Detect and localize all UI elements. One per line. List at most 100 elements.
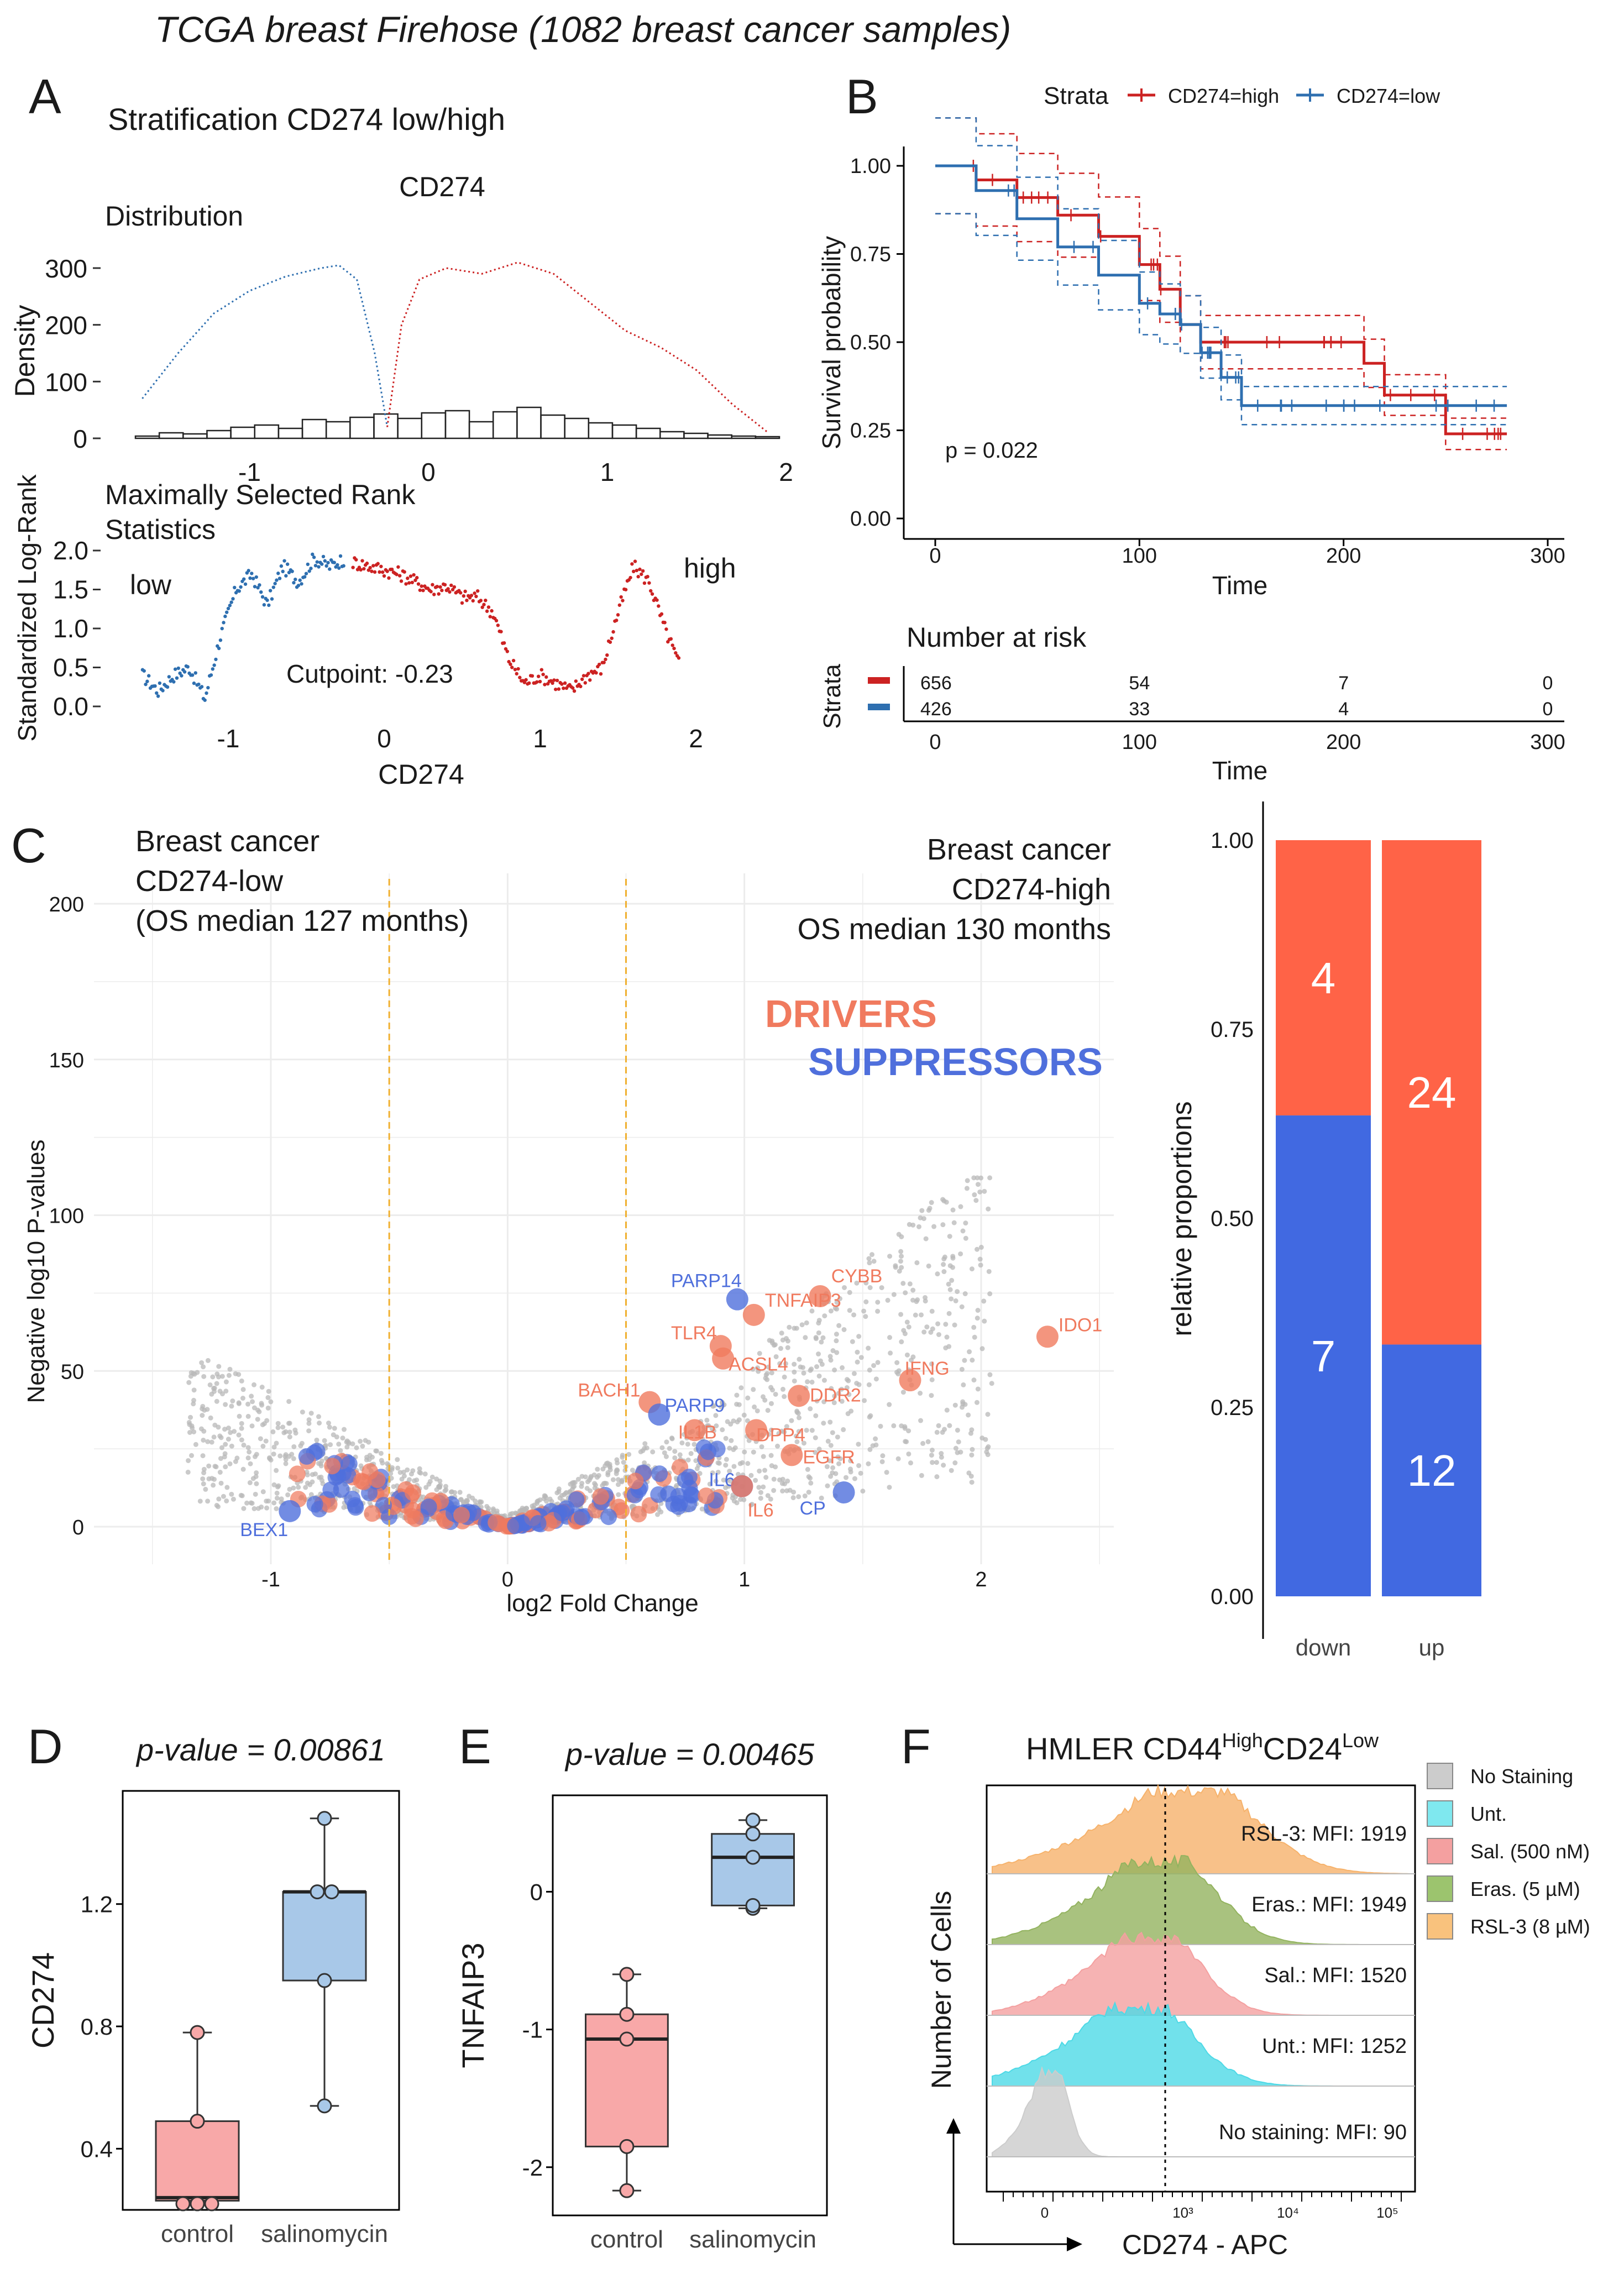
logrank-point-low bbox=[237, 589, 241, 593]
volcano-gray-point bbox=[669, 1435, 674, 1441]
volcano-gray-point bbox=[898, 1312, 904, 1317]
volcano-gray-point bbox=[306, 1421, 312, 1426]
volcano-labeled-point bbox=[731, 1475, 753, 1497]
volcano-gray-point bbox=[753, 1477, 758, 1483]
volcano-gray-point bbox=[423, 1485, 429, 1490]
logrank-point-low bbox=[321, 554, 326, 559]
volcano-gray-point bbox=[615, 1460, 620, 1466]
volcano-gray-point bbox=[209, 1439, 214, 1445]
logrank-point-high bbox=[657, 604, 661, 608]
volcano-gray-point bbox=[941, 1262, 946, 1267]
volcano-gray-point bbox=[537, 1497, 543, 1502]
logrank-point-high bbox=[608, 640, 612, 644]
flow-title-superscript: Low bbox=[1342, 1729, 1379, 1752]
volcano-gray-point bbox=[693, 1458, 699, 1464]
volcano-gray-point bbox=[226, 1437, 231, 1442]
volcano-gray-point bbox=[982, 1318, 987, 1324]
logrank-point-low bbox=[304, 572, 308, 575]
box-panel-frame bbox=[122, 1790, 400, 2211]
volcano-gray-point bbox=[201, 1374, 207, 1379]
box-category: salinomycin bbox=[261, 2220, 388, 2247]
logrank-point-high bbox=[446, 587, 450, 591]
logrank-point-high bbox=[555, 678, 559, 683]
volcano-labeled-point bbox=[279, 1500, 301, 1522]
volcano-gray-point bbox=[887, 1335, 893, 1340]
volcano-gray-point bbox=[899, 1254, 904, 1259]
logrank-point-low bbox=[282, 559, 286, 563]
volcano-gray-point bbox=[211, 1434, 217, 1440]
volcano-gray-point bbox=[187, 1429, 192, 1435]
km-xlabel: Time bbox=[1212, 571, 1268, 600]
logrank-point-high bbox=[571, 686, 575, 690]
volcano-gray-point bbox=[360, 1443, 365, 1449]
volcano-gray-point bbox=[707, 1481, 713, 1487]
logrank-point-high bbox=[552, 678, 556, 682]
logrank-point-low bbox=[300, 582, 303, 586]
volcano-gray-point bbox=[985, 1412, 991, 1417]
volcano-gray-point bbox=[736, 1417, 742, 1423]
logrank-point-high bbox=[351, 565, 355, 569]
box-point bbox=[175, 2196, 191, 2212]
volcano-gray-point bbox=[227, 1366, 233, 1372]
volcano-gray-point bbox=[303, 1485, 308, 1490]
distribution-label: Distribution bbox=[105, 201, 243, 232]
volcano-gray-point bbox=[816, 1351, 821, 1357]
bar-ytick: 0.50 bbox=[1211, 1207, 1254, 1231]
volcano-gray-point bbox=[936, 1332, 941, 1337]
volcano-gray-point bbox=[782, 1429, 787, 1435]
logrank-point-high bbox=[524, 678, 528, 682]
volcano-gray-point bbox=[768, 1453, 774, 1458]
volcano-gray-point bbox=[885, 1297, 890, 1303]
volcano-gray-point bbox=[254, 1481, 259, 1486]
logrank-point-low bbox=[226, 606, 230, 611]
volcano-gray-point bbox=[830, 1470, 835, 1476]
volcano-gray-point bbox=[277, 1453, 283, 1459]
logrank-point-high bbox=[617, 603, 622, 607]
volcano-gray-point bbox=[672, 1449, 678, 1454]
logrank-point-high bbox=[408, 574, 413, 578]
volcano-gray-point bbox=[219, 1445, 224, 1450]
logrank-point-high bbox=[642, 581, 647, 585]
volcano-gray-point bbox=[975, 1308, 981, 1313]
km-ytick: 0.25 bbox=[850, 420, 891, 443]
volcano-gray-point bbox=[274, 1495, 280, 1501]
logrank-point-low bbox=[298, 578, 302, 582]
logrank-point-high bbox=[616, 613, 620, 617]
volcano-gray-point bbox=[813, 1336, 819, 1342]
volcano-gray-point bbox=[240, 1387, 246, 1392]
volcano-gray-point bbox=[867, 1285, 873, 1290]
volcano-gray-point bbox=[557, 1495, 563, 1501]
volcano-gray-point bbox=[825, 1483, 830, 1489]
volcano-gray-point bbox=[236, 1432, 242, 1438]
logrank-point-high bbox=[551, 681, 554, 685]
logrank-point-low bbox=[192, 681, 196, 685]
logrank-point-high bbox=[486, 605, 491, 609]
volcano-gray-point bbox=[966, 1412, 971, 1418]
risk-high-value: 7 bbox=[1338, 673, 1349, 694]
gene-label: ACSL4 bbox=[729, 1354, 788, 1375]
volcano-gray-point bbox=[975, 1182, 981, 1187]
volcano-gray-point bbox=[253, 1491, 258, 1497]
volcano-gray-point bbox=[247, 1449, 252, 1455]
logrank-point-low bbox=[315, 560, 319, 564]
volcano-gray-point bbox=[714, 1423, 719, 1429]
volcano-gray-point bbox=[949, 1468, 954, 1473]
volcano-gray-point bbox=[594, 1475, 600, 1480]
volcano-gray-point bbox=[851, 1312, 857, 1318]
volcano-gray-point bbox=[685, 1442, 690, 1447]
logrank-point-low bbox=[306, 562, 310, 567]
flow-xtick: 10⁴ bbox=[1277, 2204, 1299, 2221]
logrank-point-low bbox=[250, 572, 254, 575]
logrank-point-high bbox=[360, 559, 364, 563]
volcano-gray-point bbox=[775, 1443, 780, 1449]
volcano-labeled-point bbox=[780, 1444, 803, 1466]
volcano-gray-point bbox=[839, 1398, 845, 1404]
box-body bbox=[711, 1833, 795, 1906]
logrank-point-low bbox=[332, 560, 336, 564]
volcano-gray-point bbox=[818, 1358, 823, 1364]
logrank-point-low bbox=[265, 598, 269, 602]
volcano-gray-point bbox=[193, 1442, 198, 1447]
volcano-gray-point bbox=[274, 1490, 280, 1496]
volcano-gray-point bbox=[866, 1256, 872, 1261]
volcano-gray-point bbox=[210, 1374, 216, 1380]
